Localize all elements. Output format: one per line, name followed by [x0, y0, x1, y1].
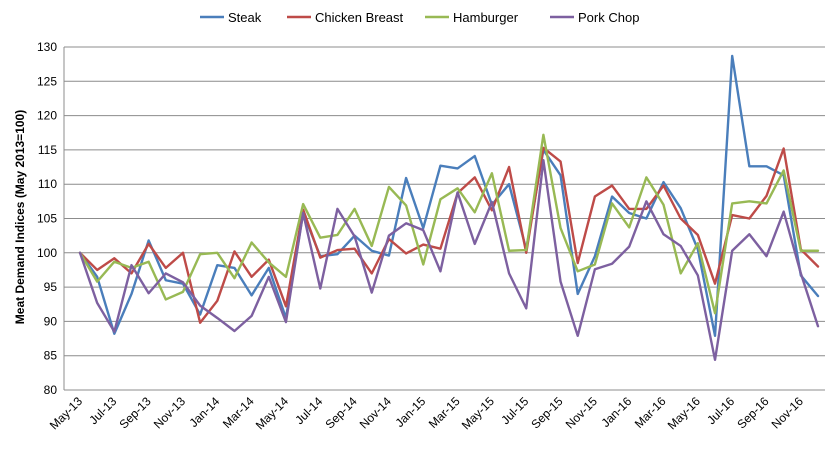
legend-label-chicken-breast: Chicken Breast — [315, 10, 404, 25]
x-tick-label-Mar-16: Mar-16 — [632, 394, 669, 431]
y-tick-label-85: 85 — [44, 349, 58, 363]
x-tick-label-May-13: May-13 — [47, 394, 85, 432]
legend-label-pork-chop: Pork Chop — [578, 10, 639, 25]
x-tick-label-Nov-14: Nov-14 — [357, 394, 394, 431]
x-axis-ticks: May-13 Jul-13Sep-13Nov-13Jan-14Mar-14May-… — [47, 394, 806, 432]
x-tick-label-Sep-13: Sep-13 — [116, 394, 153, 431]
x-tick-label-Jul-16: Jul-16 — [704, 394, 737, 427]
x-tick-label-May-16: May-16 — [665, 394, 703, 432]
x-tick-label-Mar-15: Mar-15 — [426, 394, 463, 431]
x-tick-label-Jul-15: Jul-15 — [498, 394, 531, 427]
y-tick-label-130: 130 — [37, 40, 57, 54]
x-tick-label-Sep-16: Sep-16 — [734, 394, 771, 431]
x-tick-label-Jan-16: Jan-16 — [598, 394, 634, 430]
y-tick-label-100: 100 — [37, 246, 57, 260]
series-lines — [78, 54, 820, 362]
y-tick-label-95: 95 — [44, 280, 58, 294]
y-tick-label-115: 115 — [38, 143, 57, 157]
legend-label-hamburger: Hamburger — [453, 10, 519, 25]
series-line-hamburger — [78, 133, 820, 315]
y-axis-label: Meat Demand Indices (May 2013=100) — [13, 110, 27, 324]
y-axis-ticks: 80 85 90 95 100 105 110 115 120 125 130 — [37, 40, 57, 397]
y-tick-label-125: 125 — [37, 74, 57, 88]
x-tick-label-Sep-15: Sep-15 — [528, 394, 565, 431]
x-tick-label-Mar-14: Mar-14 — [220, 394, 257, 431]
series-line-chicken-breast — [78, 146, 820, 324]
y-tick-label-110: 110 — [38, 177, 57, 191]
legend-label-steak: Steak — [228, 10, 262, 25]
x-tick-label-Sep-14: Sep-14 — [322, 394, 359, 431]
x-tick-label-Jul-13: Jul-13 — [86, 394, 119, 427]
x-tick-label-Nov-15: Nov-15 — [563, 394, 600, 431]
x-tick-label-May-15: May-15 — [459, 394, 497, 432]
y-tick-label-120: 120 — [37, 109, 57, 123]
x-tick-label-Nov-13: Nov-13 — [151, 394, 188, 431]
x-tick-label-Jan-14: Jan-14 — [187, 394, 223, 430]
y-tick-label-80: 80 — [44, 383, 58, 397]
axes — [63, 47, 825, 391]
x-tick-label-May-14: May-14 — [253, 394, 291, 432]
x-tick-label-Nov-16: Nov-16 — [769, 394, 806, 431]
x-tick-label-Jul-14: Jul-14 — [292, 394, 325, 427]
x-tick-label-Jan-15: Jan-15 — [392, 394, 428, 430]
y-tick-label-105: 105 — [37, 212, 57, 226]
y-tick-label-90: 90 — [44, 314, 58, 328]
legend: Steak Chicken Breast Hamburger Pork Chop — [200, 10, 639, 25]
series-line-pork-chop — [78, 158, 820, 362]
